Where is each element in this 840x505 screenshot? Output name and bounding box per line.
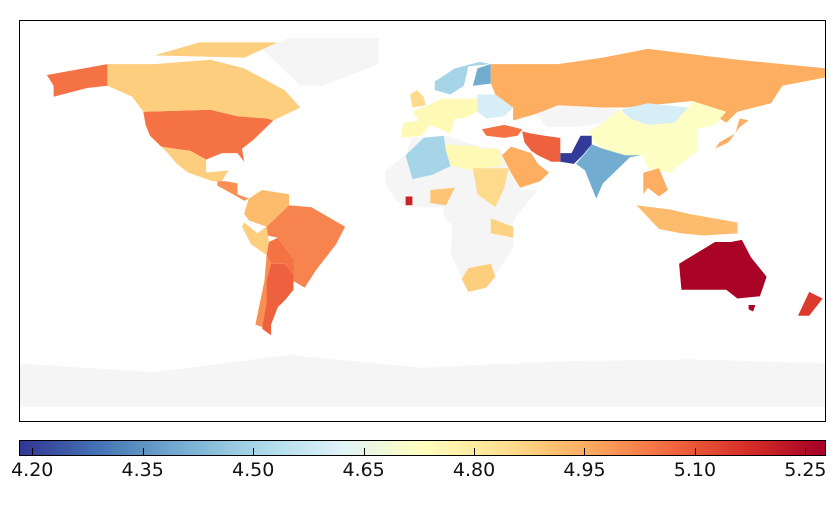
region-mongolia: [620, 103, 689, 125]
region-scandinavia: [434, 61, 491, 95]
region-china: [589, 101, 727, 173]
map-canvas: [20, 38, 828, 407]
region-japan: [715, 118, 749, 149]
colorbar-tick-label: 4.50: [231, 459, 275, 481]
region-argentina: [262, 263, 294, 336]
colorbar-tick-label: 5.25: [784, 459, 827, 481]
region-central-america: [217, 181, 249, 201]
region-tasmania: [748, 305, 756, 312]
region-russia: [490, 48, 828, 123]
region-canada: [107, 59, 301, 121]
region-usa: [143, 109, 274, 162]
world-choropleth-map: [19, 20, 828, 422]
region-greenland: [262, 38, 379, 86]
colorbar-tick-label: 4.20: [11, 459, 54, 481]
region-pakistan: [560, 135, 592, 164]
region-antarctica: [20, 354, 828, 407]
colorbar-tick: [805, 448, 807, 455]
region-algeria: [405, 135, 451, 180]
region-kazakhstan: [535, 105, 619, 127]
region-alaska: [46, 64, 108, 97]
colorbar-tick-label: 4.35: [121, 459, 164, 481]
colorbar-tick: [253, 448, 255, 455]
region-australia: [679, 239, 767, 299]
region-uk: [410, 90, 426, 108]
region-brazil: [257, 205, 346, 288]
region-saudi-arabia: [502, 146, 550, 188]
region-india: [576, 144, 641, 199]
region-cote-divoire: [405, 196, 413, 206]
region-nigeria: [430, 187, 455, 206]
colorbar-tick: [32, 448, 34, 455]
region-sudan: [472, 168, 509, 208]
region-libya: [446, 144, 480, 173]
region-turkey: [481, 124, 523, 138]
colorbar: [19, 440, 826, 456]
colorbar-tick: [584, 448, 586, 455]
region-indonesia: [636, 205, 738, 236]
region-new-zealand: [798, 291, 823, 316]
region-eastern-europe: [477, 94, 514, 119]
colorbar-tick-label: 4.80: [452, 459, 496, 481]
colorbar-tick: [474, 448, 476, 455]
colorbar-tick: [363, 448, 365, 455]
region-mexico: [161, 146, 229, 182]
colorbar-tick-label: 4.95: [563, 459, 606, 481]
region-peru: [242, 222, 269, 256]
colorbar-tick: [694, 448, 696, 455]
region-iran: [522, 131, 561, 162]
region-bolivia-paraguay: [266, 237, 294, 275]
colorbar-tick-label: 4.65: [342, 459, 385, 481]
region-egypt: [479, 148, 502, 169]
colorbar-tick: [142, 448, 144, 455]
region-tanzania: [490, 218, 514, 238]
region-canada-islands: [154, 42, 278, 58]
region-southeast-asia: [643, 168, 668, 197]
region-south-africa: [461, 263, 496, 292]
region-northern-south-america: [244, 190, 289, 227]
region-finland: [472, 64, 491, 86]
colorbar-tick-label: 5.10: [673, 459, 717, 481]
region-western-europe: [401, 98, 478, 138]
